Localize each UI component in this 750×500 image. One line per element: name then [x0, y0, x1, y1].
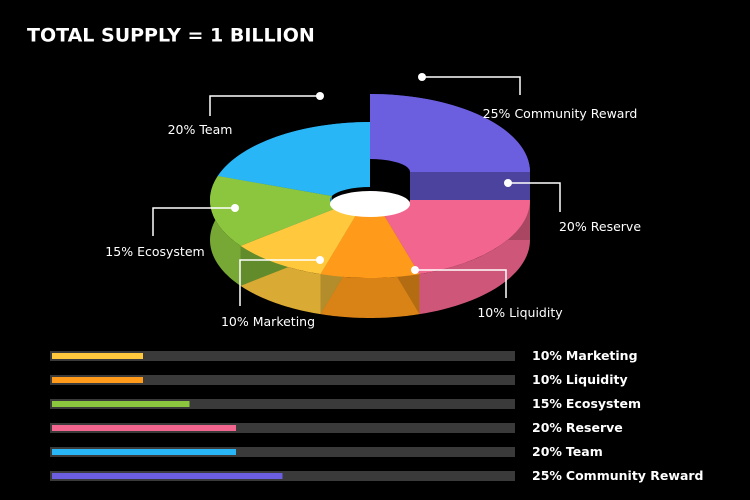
- bar-label: 10% Liquidity: [532, 372, 628, 387]
- bar-track: [50, 423, 515, 433]
- category-label: Community Reward: [514, 106, 637, 121]
- chart-title: TOTAL SUPPLY = 1 BILLION: [27, 25, 315, 47]
- bar-label: 25% Community Reward: [532, 468, 704, 483]
- slice-label: 20% Reserve: [559, 219, 641, 234]
- bar-label: 20% Reserve: [532, 420, 623, 435]
- callout-dot: [418, 73, 426, 81]
- value-label: 20%: [168, 122, 196, 137]
- pie: 25% Community Reward 20% Reserve 10% Liquidit…: [105, 73, 641, 329]
- callout-dot: [316, 92, 324, 100]
- callout-line: [508, 182, 561, 212]
- category-label: Reserve: [566, 420, 623, 435]
- callout-line: [152, 207, 235, 236]
- bar-track: [50, 375, 515, 385]
- category-label: Team: [198, 122, 232, 137]
- bar: [52, 377, 143, 383]
- pie-slice: [320, 212, 420, 279]
- value-label: 10%: [532, 348, 562, 363]
- slice-label: 15% Ecosystem: [105, 244, 204, 259]
- value-label: 15%: [532, 396, 562, 411]
- bar-label: 20% Team: [532, 444, 603, 459]
- callout-line: [209, 95, 320, 116]
- value-label: 20%: [532, 444, 562, 459]
- pie-slice: [382, 200, 530, 275]
- pie-slice: [209, 175, 338, 246]
- callout-line: [422, 76, 521, 95]
- bar-chart: 10% Marketing 10% Liquidity 15% Ecosystem 20% R…: [50, 348, 704, 483]
- slice-side: [419, 200, 530, 315]
- callout-dot: [411, 266, 419, 274]
- bar: [52, 449, 236, 455]
- value-label: 25%: [483, 106, 511, 121]
- bar: [52, 473, 283, 479]
- bar-label: 15% Ecosystem: [532, 396, 641, 411]
- value-label: 25%: [532, 468, 562, 483]
- value-label: 15%: [105, 244, 133, 259]
- callout-line: [415, 269, 507, 298]
- callout-dot: [231, 204, 239, 212]
- category-label: Marketing: [253, 314, 315, 329]
- category-label: Ecosystem: [566, 396, 641, 411]
- value-label: 20%: [559, 219, 587, 234]
- value-label: 20%: [532, 420, 562, 435]
- category-label: Community Reward: [566, 468, 704, 483]
- callout-dot: [316, 256, 324, 264]
- bar-track: [50, 351, 515, 361]
- bar-track: [50, 447, 515, 457]
- value-label: 10%: [221, 314, 249, 329]
- pie-slice: [370, 94, 530, 172]
- bar-track: [50, 399, 515, 409]
- slice-label: 20% Team: [168, 122, 233, 137]
- bar: [52, 353, 143, 359]
- slice-label: 10% Liquidity: [477, 305, 563, 320]
- slice-label: 25% Community Reward: [483, 106, 638, 121]
- slice-side: [320, 274, 420, 318]
- callout-line: [239, 259, 320, 306]
- donut-hole: [330, 191, 410, 217]
- bar-label: 10% Marketing: [532, 348, 638, 363]
- value-label: 10%: [477, 305, 505, 320]
- category-label: Marketing: [566, 348, 638, 363]
- category-label: Team: [566, 444, 603, 459]
- category-label: Liquidity: [509, 305, 563, 320]
- value-label: 10%: [532, 372, 562, 387]
- category-label: Liquidity: [566, 372, 628, 387]
- pie-slice: [217, 122, 370, 196]
- bar: [52, 401, 190, 407]
- callout-dot: [504, 179, 512, 187]
- bar: [52, 425, 236, 431]
- pie-slice: [240, 207, 358, 275]
- category-label: Ecosystem: [137, 244, 205, 259]
- category-label: Reserve: [591, 219, 642, 234]
- slice-label: 10% Marketing: [221, 314, 315, 329]
